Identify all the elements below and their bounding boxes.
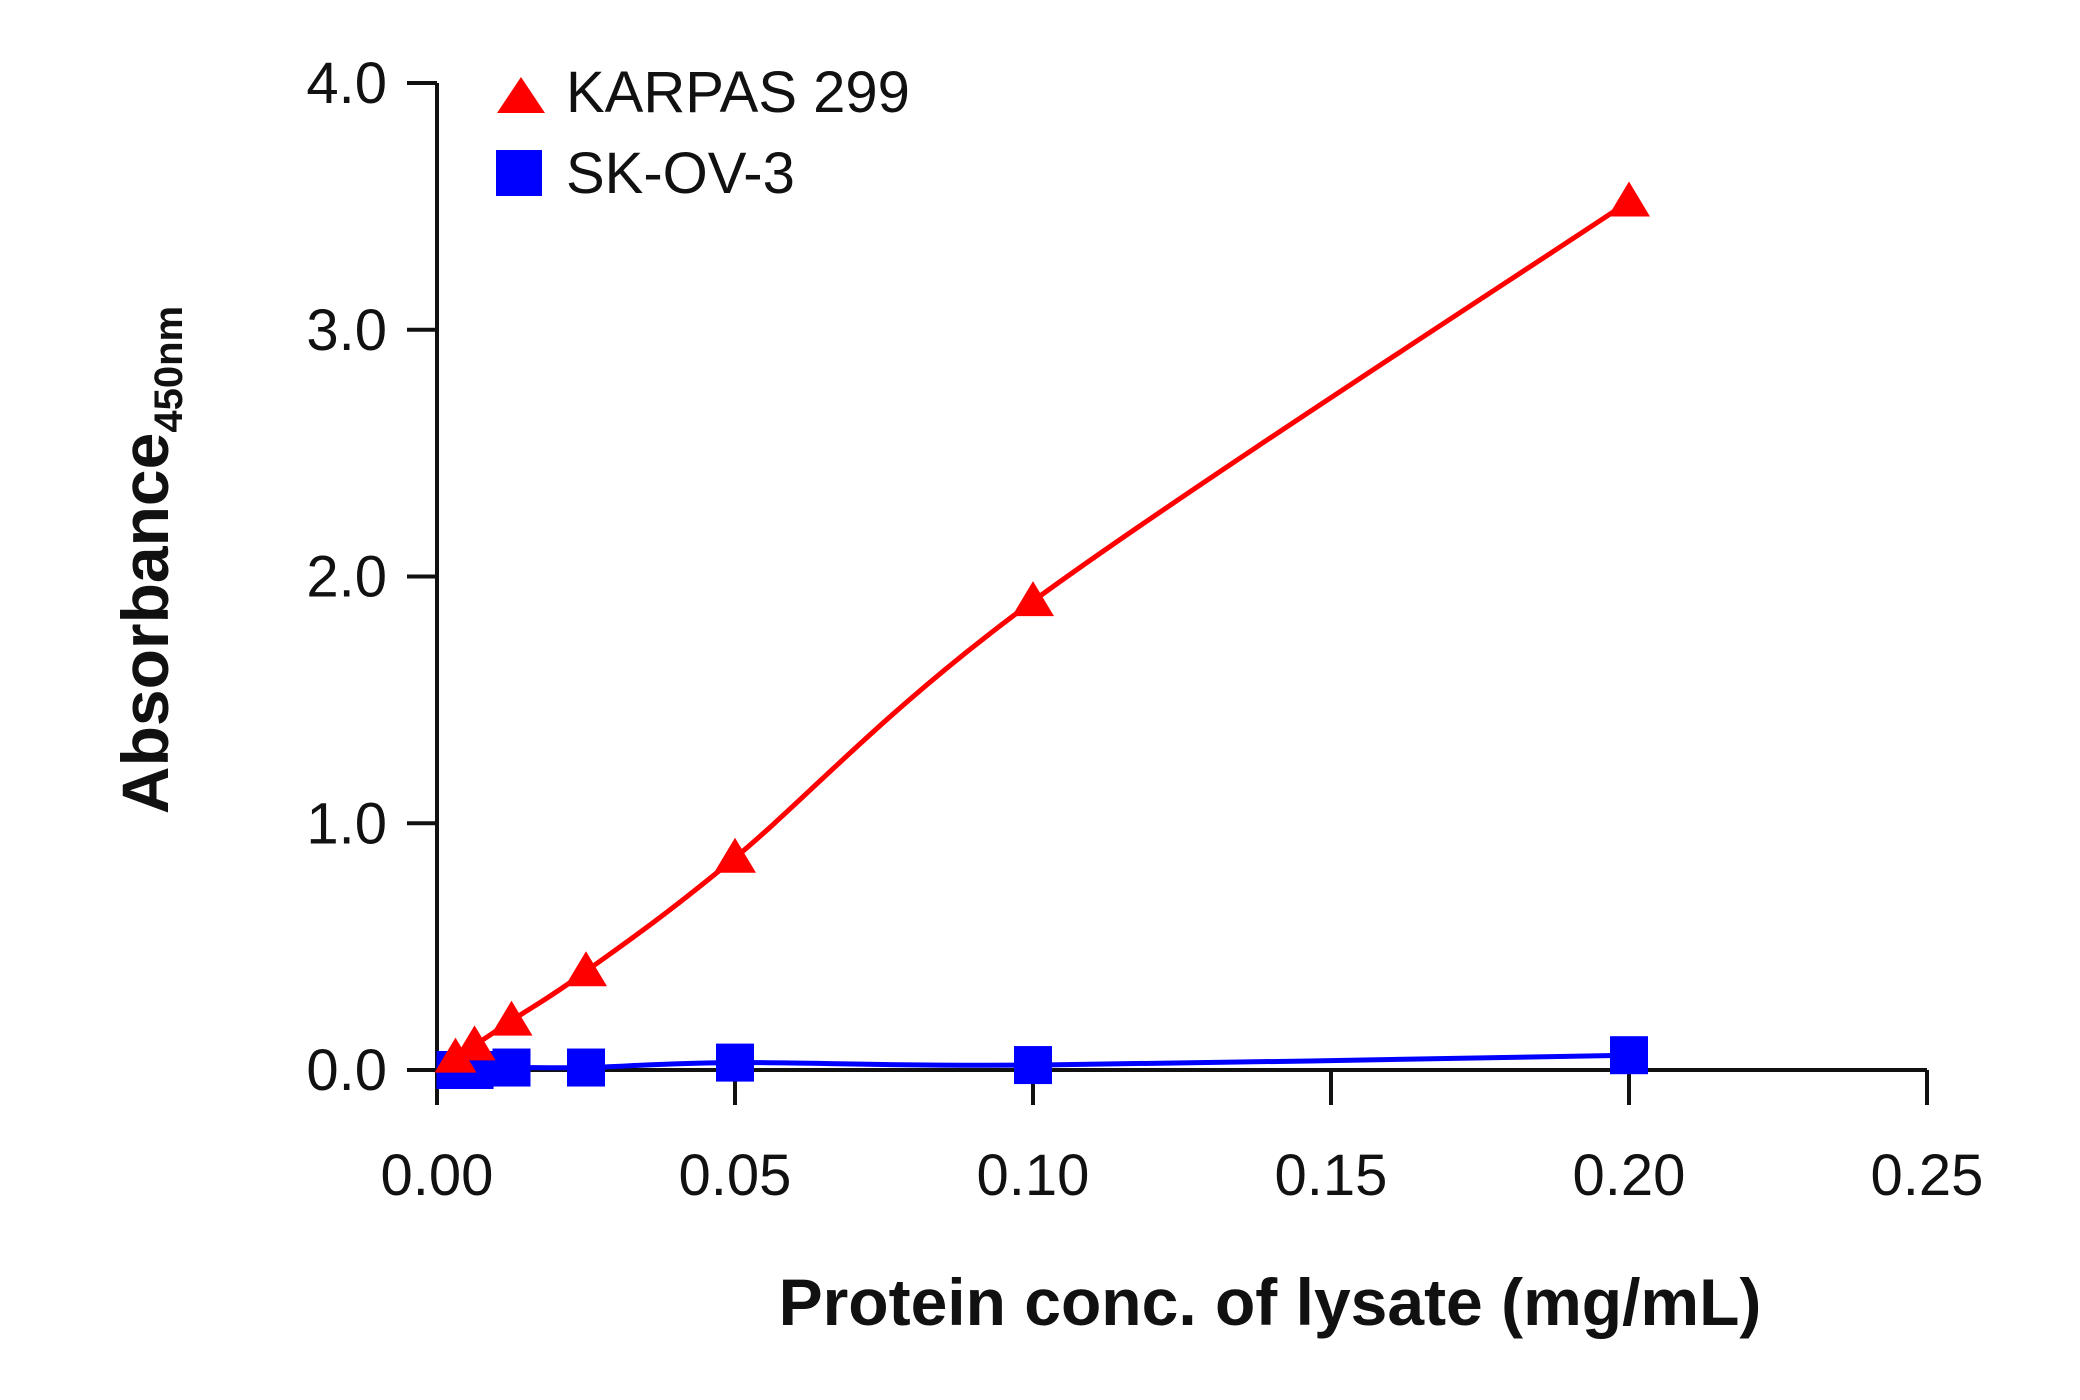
- x-tick-label: 0.10: [977, 1143, 1090, 1208]
- legend-marker-square: [496, 150, 542, 196]
- legend-label-skov3: SK-OV-3: [566, 141, 795, 206]
- data-point-triangle: [1012, 581, 1054, 617]
- x-axis-ticks: 0.00 0.05 0.10 0.15 0.20 0.25: [381, 1070, 1984, 1208]
- data-point-triangle: [434, 1037, 477, 1073]
- y-tick-label: 1.0: [306, 791, 387, 856]
- y-axis-ticks: 0.0 1.0 2.0 3.0 4.0: [306, 51, 437, 1103]
- data-point-triangle: [565, 951, 607, 987]
- legend-label-karpas: KARPAS 299: [566, 60, 910, 125]
- data-point-square: [1610, 1036, 1648, 1075]
- series-sk-ov-3: [436, 1036, 1648, 1089]
- series-karpas-299: [434, 181, 1650, 1073]
- x-tick-label: 0.15: [1275, 1143, 1388, 1208]
- y-axis-title: Absorbance: [108, 433, 182, 814]
- y-tick-label: 0.0: [306, 1038, 387, 1103]
- x-tick-label: 0.20: [1573, 1143, 1686, 1208]
- data-point-square: [492, 1048, 531, 1087]
- y-tick-label: 4.0: [306, 51, 387, 116]
- data-point-triangle: [1608, 181, 1650, 217]
- data-point-triangle: [453, 1025, 496, 1061]
- y-axis-title-subscript: 450nm: [147, 306, 191, 433]
- legend-item-skov3: SK-OV-3: [496, 141, 795, 206]
- y-tick-label: 3.0: [306, 298, 387, 363]
- x-tick-label: 0.05: [679, 1143, 792, 1208]
- x-tick-label: 0.25: [1871, 1143, 1984, 1208]
- legend-item-karpas: KARPAS 299: [497, 60, 910, 125]
- y-tick-label: 2.0: [306, 545, 387, 610]
- data-point-triangle: [490, 1000, 533, 1036]
- x-tick-label: 0.00: [381, 1143, 494, 1208]
- data-point-triangle: [714, 837, 756, 873]
- series-layer: [434, 181, 1650, 1089]
- data-point-square: [716, 1043, 754, 1082]
- x-axis-title: Protein conc. of lysate (mg/mL): [779, 1265, 1762, 1339]
- data-point-square: [567, 1048, 605, 1087]
- series-line: [454, 199, 1631, 1060]
- legend-marker-triangle: [497, 77, 545, 113]
- y-axis-title-group: Absorbance450nm: [108, 306, 191, 814]
- axes: [435, 83, 1927, 1072]
- legend: KARPAS 299 SK-OV-3: [496, 60, 910, 206]
- data-point-square: [1014, 1046, 1052, 1085]
